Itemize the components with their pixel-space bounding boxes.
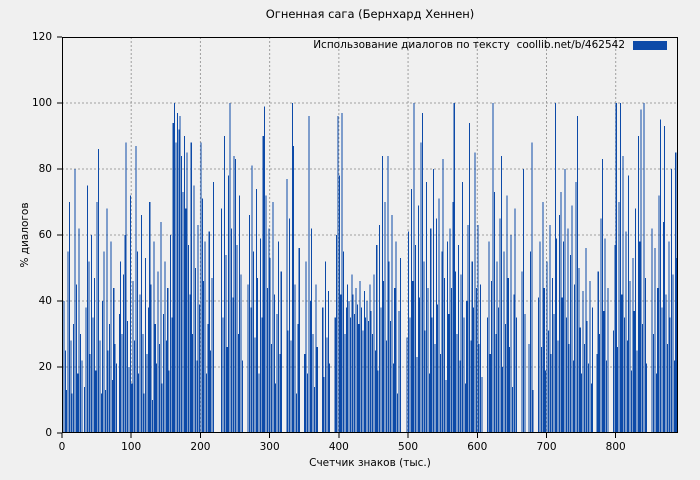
plot-area: Использование диалогов по тексту coollib…	[57, 36, 678, 438]
y-tick-label: 100	[31, 97, 52, 109]
x-tick-label: 800	[605, 441, 626, 453]
legend-swatch	[633, 40, 667, 50]
y-tick-label: 0	[45, 427, 52, 439]
y-tick-label: 20	[38, 361, 52, 373]
chart-title: Огненная сага (Бернхард Хеннен)	[265, 7, 475, 21]
y-tick-label: 120	[31, 31, 52, 43]
x-tick-label: 400	[328, 441, 349, 453]
x-tick-label: 600	[467, 441, 488, 453]
bars-and-grid-svg	[57, 36, 678, 438]
x-tick-label: 200	[190, 441, 211, 453]
legend: Использование диалогов по тексту coollib…	[313, 39, 667, 51]
y-tick-label: 80	[38, 163, 52, 175]
x-tick-label: 500	[398, 441, 419, 453]
legend-label: Использование диалогов по тексту coollib…	[313, 39, 625, 51]
x-tick-label: 700	[536, 441, 557, 453]
x-tick-label: 300	[259, 441, 280, 453]
x-axis-label: Счетчик знаков (тыс.)	[309, 457, 431, 469]
y-tick-label: 40	[38, 295, 52, 307]
x-tick-label: 0	[58, 441, 66, 453]
y-tick-label: 60	[38, 229, 52, 241]
x-tick-label: 100	[121, 441, 142, 453]
